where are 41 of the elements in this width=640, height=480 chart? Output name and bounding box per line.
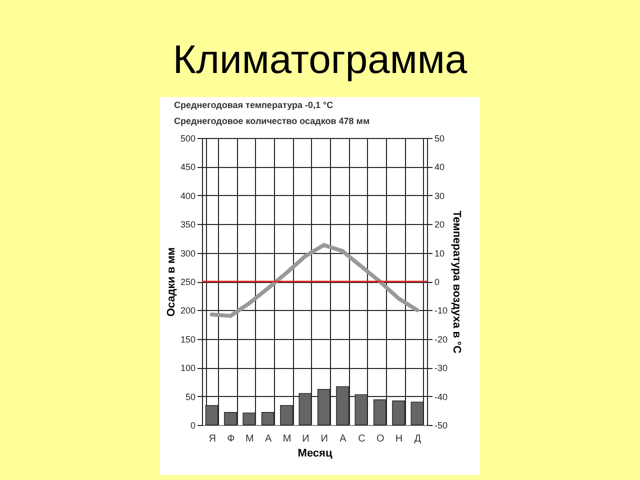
x-axis-title: Месяц: [298, 448, 332, 460]
y2-tick-label: -20: [434, 334, 448, 344]
y-tick-label: 100: [180, 363, 196, 374]
y2-tick-label: 0: [434, 277, 440, 287]
y2-tick-label: 10: [434, 248, 445, 258]
y-tick-label: 300: [180, 248, 196, 258]
x-tick-label: Н: [395, 434, 403, 444]
x-tick-label: И: [302, 434, 310, 444]
y-axis-title: Осадки в мм: [165, 247, 178, 317]
y2-tick-label: 30: [434, 190, 445, 201]
y2-axis-title: Температура воздуха в °С: [450, 210, 463, 354]
y2-tick-label: -50: [434, 420, 448, 430]
x-tick-label: А: [340, 434, 347, 444]
x-tick-label: М: [282, 434, 292, 444]
chart-subtitle: Среднегодовая температура -0,1 °С: [174, 100, 334, 110]
x-tick-label: С: [358, 434, 366, 444]
y-tick-label: 350: [180, 220, 196, 230]
x-tick-label: М: [245, 434, 254, 444]
y2-tick-label: 20: [434, 220, 445, 230]
x-tick-label: А: [264, 434, 272, 444]
y2-tick-label: 50: [434, 134, 445, 144]
y-tick-label: 0: [190, 420, 196, 430]
y2-tick-label: 40: [434, 162, 445, 172]
y2-tick-label: -30: [434, 363, 448, 374]
x-tick-label: Д: [414, 434, 422, 444]
y-tick-label: 450: [180, 162, 196, 172]
x-tick-label: О: [376, 434, 384, 444]
y-tick-label: 150: [180, 334, 196, 344]
y-tick-label: 200: [180, 306, 196, 316]
text: Среднегодовое количество осадков 478 мм: [174, 116, 370, 126]
line-series: [210, 243, 420, 318]
y-tick-label: 50: [185, 392, 196, 402]
y2-tick-label: -10: [434, 306, 448, 316]
y-tick-label: 500: [180, 134, 196, 144]
x-tick-label: Я: [208, 434, 216, 444]
x-tick-label: Ф: [227, 434, 236, 444]
x-tick-label: И: [320, 434, 328, 444]
y-tick-label: 400: [180, 190, 196, 201]
y-tick-label: 250: [180, 277, 196, 287]
chart-title: Климатограмма: [172, 38, 468, 83]
y2-tick-label: -40: [434, 392, 448, 402]
